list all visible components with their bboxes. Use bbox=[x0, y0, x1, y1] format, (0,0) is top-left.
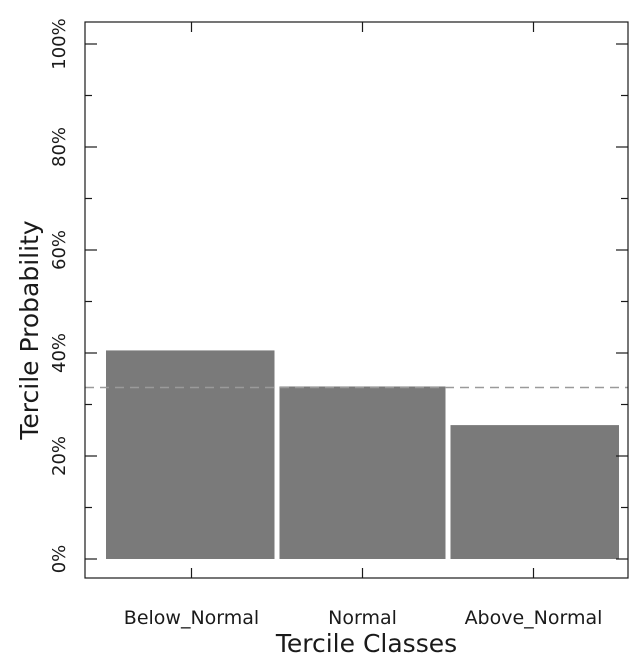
y-tick-label: 40% bbox=[49, 333, 70, 373]
x-tick-labels: Below_Normal Normal Above_Normal bbox=[124, 607, 603, 629]
y-tick-labels: 0% 20% 40% 60% 80% 100% bbox=[49, 18, 70, 573]
y-tick-label: 60% bbox=[49, 230, 70, 270]
y-axis-label: Tercile Probability bbox=[15, 220, 44, 440]
bar-above-normal bbox=[450, 425, 619, 559]
x-tick-label: Normal bbox=[328, 607, 397, 629]
x-axis-ticks bbox=[190, 22, 535, 578]
y-tick-label: 20% bbox=[49, 436, 70, 476]
y-tick-label: 80% bbox=[49, 127, 70, 167]
bar-normal bbox=[279, 386, 446, 559]
x-tick-label: Below_Normal bbox=[124, 607, 259, 629]
plot-frame bbox=[84, 21, 629, 579]
bar-below-normal bbox=[106, 350, 275, 559]
bars-layer bbox=[106, 350, 619, 559]
y-tick-label: 100% bbox=[49, 18, 70, 69]
x-tick-label: Above_Normal bbox=[465, 607, 603, 629]
y-axis-ticks bbox=[85, 43, 628, 560]
x-axis-label: Tercile Classes bbox=[275, 629, 457, 658]
y-tick-label: 0% bbox=[49, 545, 70, 574]
